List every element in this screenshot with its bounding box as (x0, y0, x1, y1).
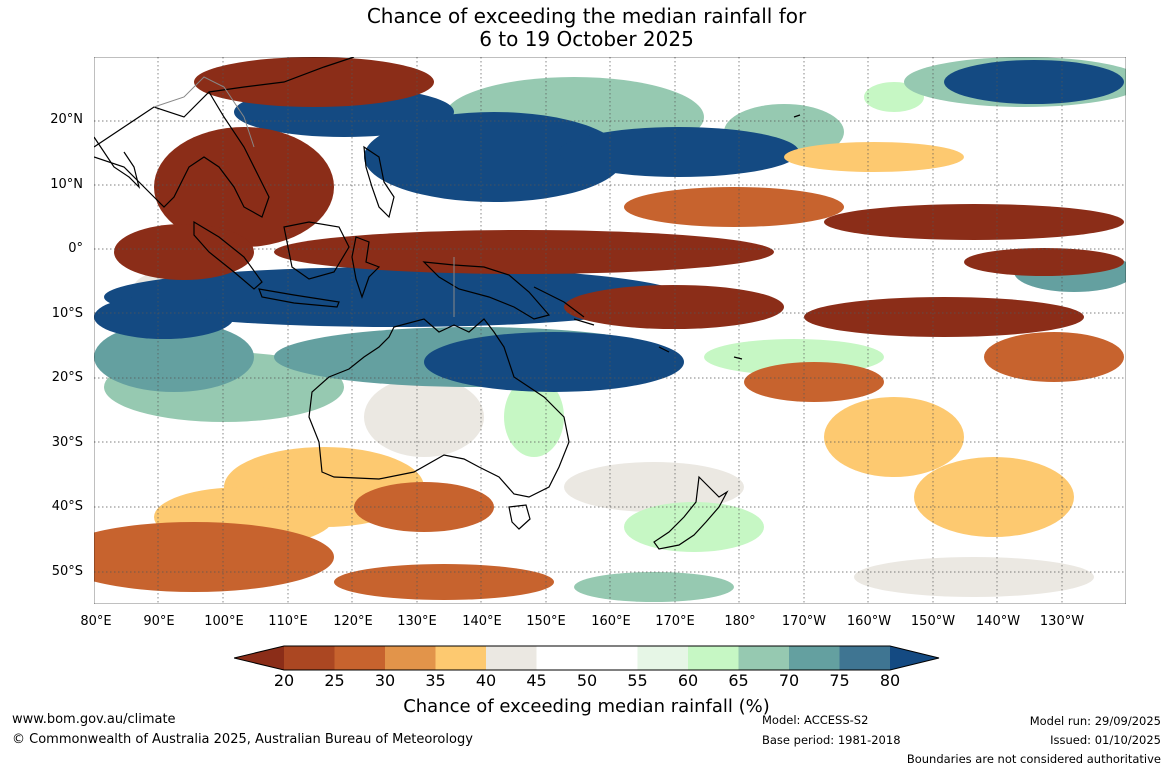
colorbar-tick-60: 60 (677, 671, 699, 690)
lat-label-30s: 30°S (51, 435, 83, 450)
boundaries-disclaimer: Boundaries are not considered authoritat… (906, 752, 1161, 766)
colorbar-label: Chance of exceeding median rainfall (%) (403, 696, 770, 717)
colorbar-segment-30-35 (385, 646, 436, 670)
new-zealand-coastline (653, 475, 729, 550)
lon-label-160w: 160°W (846, 614, 892, 629)
colorbar-tick-50: 50 (576, 671, 598, 690)
issued-date: Issued: 01/10/2025 (1050, 733, 1161, 747)
website-link[interactable]: www.bom.gov.au/climate (12, 712, 176, 727)
colorbar-segment-50-55 (587, 646, 638, 670)
pacific-islands-coastline (533, 114, 801, 360)
model-run-date: Model run: 29/09/2025 (1029, 714, 1161, 728)
lon-label-120e: 120°E (333, 614, 373, 629)
colorbar-tick-40: 40 (475, 671, 497, 690)
copyright-notice: © Commonwealth of Australia 2025, Austra… (12, 732, 473, 747)
lat-label-20n: 20°N (50, 112, 83, 127)
colorbar-segment-70-75 (789, 646, 840, 670)
colorbar-tick-20: 20 (273, 671, 295, 690)
colorbar-outline (234, 645, 940, 671)
colorbar-segment-45-50 (536, 646, 587, 670)
australia-coastline (308, 318, 570, 498)
lat-label-40s: 40°S (51, 499, 83, 514)
colorbar-segment-55-60 (637, 646, 688, 670)
colorbar-segment-40-45 (486, 646, 537, 670)
colorbar-segment-above-80 (890, 646, 939, 670)
map-title-line2: 6 to 19 October 2025 (479, 27, 694, 51)
sumatra-coastline (193, 220, 263, 290)
colorbar-segment-below-20 (234, 646, 284, 670)
lon-label-90e: 90°E (143, 614, 175, 629)
lon-label-170w: 170°W (781, 614, 827, 629)
map-border-lines (153, 76, 455, 317)
colorbar-tick-55: 55 (627, 671, 648, 690)
lon-label-130w: 130°W (1039, 614, 1085, 629)
lon-label-100e: 100°E (204, 614, 244, 629)
java-coastline (258, 288, 340, 308)
borneo-coastline (283, 221, 350, 280)
colorbar-tick-75: 75 (829, 671, 850, 690)
colorbar-tick-30: 30 (374, 671, 396, 690)
lat-label-20s: 20°S (51, 370, 83, 385)
lon-label-180: 180° (724, 614, 756, 629)
india-coastline (94, 136, 141, 189)
colorbar (234, 645, 940, 671)
colorbar-segment-65-70 (738, 646, 789, 670)
base-period: Base period: 1981-2018 (762, 733, 901, 747)
map-very-wet-regions (94, 60, 1124, 392)
lon-label-160e: 160°E (591, 614, 631, 629)
colorbar-tick-45: 45 (526, 671, 547, 690)
lat-label-0: 0° (68, 241, 83, 256)
lon-label-150w: 150°W (910, 614, 956, 629)
map-graticule (94, 57, 1126, 604)
colorbar-tick-35: 35 (425, 671, 446, 690)
lon-label-140e: 140°E (462, 614, 502, 629)
colorbar-segment-20-25 (284, 646, 335, 670)
new-guinea-coastline (422, 261, 551, 320)
map-wet-light-patches (504, 82, 924, 552)
lat-label-50s: 50°S (51, 564, 83, 579)
philippines-coastline (363, 145, 395, 219)
model-name: Model: ACCESS-S2 (762, 713, 869, 727)
lon-label-130e: 130°E (397, 614, 437, 629)
map-very-dry-regions (114, 57, 1124, 337)
lon-label-150e: 150°E (526, 614, 566, 629)
tasmania-coastline (508, 504, 531, 530)
colorbar-tick-25: 25 (324, 671, 345, 690)
lon-label-80e: 80°E (80, 614, 112, 629)
lon-label-140w: 140°W (975, 614, 1021, 629)
colorbar-tick-65: 65 (728, 671, 749, 690)
colorbar-tick-80: 80 (879, 671, 901, 690)
colorbar-tick-70: 70 (778, 671, 800, 690)
lon-label-170e: 170°E (655, 614, 695, 629)
map-title-line1: Chance of exceeding the median rainfall … (366, 4, 807, 28)
lat-label-10n: 10°N (50, 177, 83, 192)
mainland-asia-coastline (94, 57, 355, 218)
sulawesi-coastline (351, 236, 381, 299)
map-coastlines (94, 57, 801, 550)
colorbar-segment-60-65 (688, 646, 739, 670)
lat-label-10s: 10°S (51, 306, 83, 321)
map-dry-regions (94, 187, 1124, 600)
colorbar-segment-25-30 (334, 646, 385, 670)
colorbar-segment-75-80 (839, 646, 890, 670)
rainfall-map (94, 57, 1126, 604)
lon-label-110e: 110°E (268, 614, 308, 629)
colorbar-segment-35-40 (435, 646, 486, 670)
